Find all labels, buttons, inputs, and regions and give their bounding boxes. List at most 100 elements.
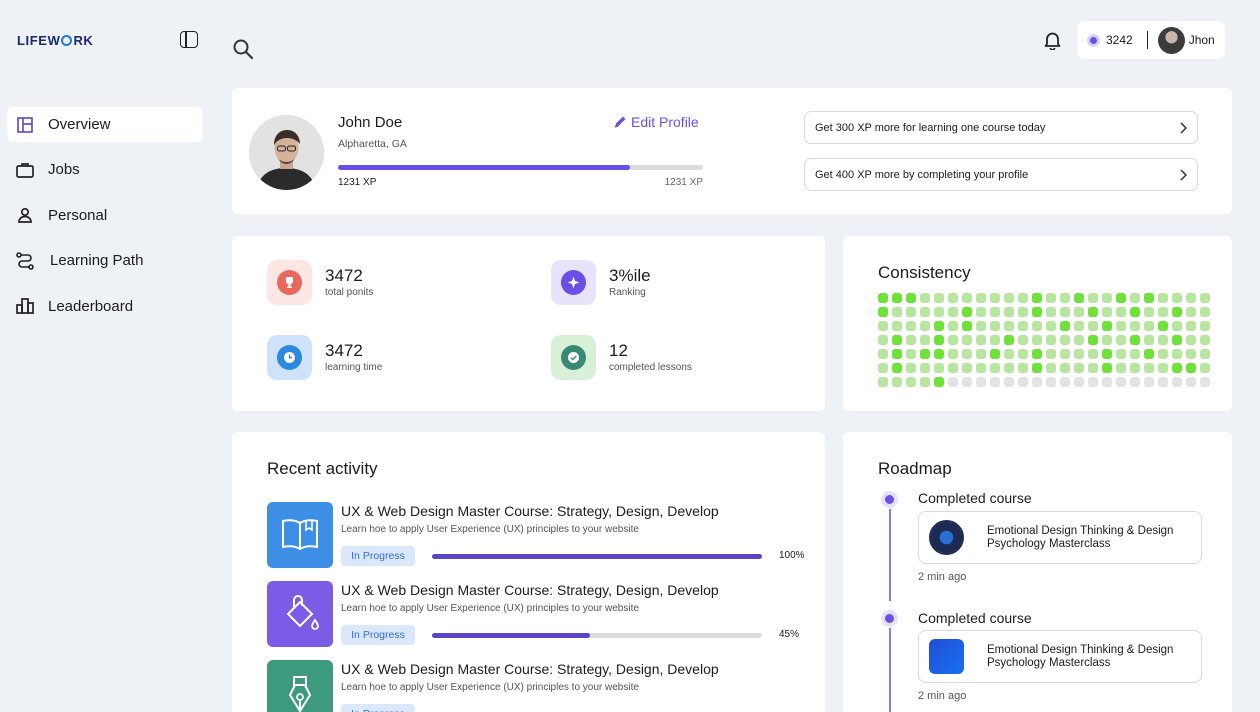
heatmap-cell (906, 349, 916, 359)
heatmap-cell (892, 293, 902, 303)
activity-item[interactable]: UX & Web Design Master Course: Strategy,… (267, 581, 807, 647)
roadmap-course-card[interactable]: Emotional Design Thinking & Design Psych… (918, 511, 1202, 564)
heatmap-cell (1004, 321, 1014, 331)
sidebar-item-label: Overview (48, 116, 111, 133)
heatmap-cell (1130, 321, 1140, 331)
heatmap-cell (892, 321, 902, 331)
heatmap-cell (962, 335, 972, 345)
stat-learning-time: 3472 learning time (267, 335, 382, 380)
heatmap-cell (1116, 307, 1126, 317)
heatmap-cell (1032, 363, 1042, 373)
heatmap-cell (906, 293, 916, 303)
heatmap-cell (920, 349, 930, 359)
pen-nib-icon (267, 660, 333, 712)
heatmap-cell (990, 307, 1000, 317)
sidebar-item-jobs[interactable]: Jobs (7, 152, 203, 187)
sidebar-item-overview[interactable]: Overview (7, 107, 203, 142)
heatmap-cell (962, 307, 972, 317)
heatmap-cell (1130, 377, 1140, 387)
stat-value: 3472 (325, 266, 363, 285)
heatmap-cell (1046, 307, 1056, 317)
heatmap-cell (1032, 321, 1042, 331)
heatmap-cell (1032, 293, 1042, 303)
user-menu[interactable]: 3242 Jhon (1077, 21, 1225, 59)
heatmap-cell (976, 363, 986, 373)
edit-profile-button[interactable]: Edit Profile (613, 114, 699, 130)
xp-hint-course[interactable]: Get 300 XP more for learning one course … (804, 111, 1198, 144)
heatmap-cell (906, 307, 916, 317)
stat-value: 3%ile (609, 266, 651, 285)
heatmap-cell (1032, 377, 1042, 387)
heatmap-cell (1158, 335, 1168, 345)
heatmap-cell (1144, 293, 1154, 303)
heatmap-cell (1172, 307, 1182, 317)
heatmap-cell (976, 335, 986, 345)
heatmap-cell (1088, 363, 1098, 373)
app-logo[interactable]: LIFEW RK (17, 33, 93, 48)
heatmap-cell (1018, 363, 1028, 373)
sidebar-item-personal[interactable]: Personal (7, 198, 203, 233)
divider (1146, 31, 1148, 49)
sparkle-icon (551, 260, 596, 305)
heatmap-cell (1060, 307, 1070, 317)
heatmap-cell (1144, 307, 1154, 317)
chevron-right-icon (1180, 122, 1187, 134)
activity-percent: 100% (779, 550, 805, 561)
heatmap-cell (934, 349, 944, 359)
chevron-right-icon (1180, 169, 1187, 181)
clock-icon (267, 335, 312, 380)
heatmap-cell (1018, 377, 1028, 387)
heatmap-cell (948, 293, 958, 303)
profile-avatar (249, 115, 324, 190)
heatmap-cell (1102, 335, 1112, 345)
heatmap-cell (892, 363, 902, 373)
heatmap-cell (920, 321, 930, 331)
heatmap-cell (990, 377, 1000, 387)
heatmap-cell (990, 293, 1000, 303)
avatar (1157, 26, 1185, 54)
activity-title: UX & Web Design Master Course: Strategy,… (341, 661, 719, 677)
heatmap-cell (1060, 363, 1070, 373)
heatmap-cell (962, 349, 972, 359)
roadmap-course-card[interactable]: Emotional Design Thinking & Design Psych… (918, 630, 1202, 683)
activity-progress-bar (432, 633, 762, 638)
activity-item[interactable]: UX & Web Design Master Course: Strategy,… (267, 502, 807, 568)
heatmap-cell (1158, 293, 1168, 303)
stat-ranking: 3%ile Ranking (551, 260, 651, 305)
consistency-title: Consistency (878, 263, 971, 282)
check-badge-icon (551, 335, 596, 380)
heatmap-cell (948, 363, 958, 373)
sidebar-item-leaderboard[interactable]: Leaderboard (7, 289, 203, 324)
heatmap-cell (1004, 377, 1014, 387)
sidebar-item-learning-path[interactable]: Learning Path (7, 243, 203, 278)
heatmap-cell (962, 293, 972, 303)
activity-item[interactable]: UX & Web Design Master Course: Strategy,… (267, 660, 807, 712)
heatmap-cell (1004, 363, 1014, 373)
heatmap-cell (892, 349, 902, 359)
roadmap-time: 2 min ago (918, 690, 967, 702)
heatmap-cell (906, 335, 916, 345)
book-icon (267, 502, 333, 568)
roadmap-course-title: Emotional Design Thinking & Design Psych… (987, 524, 1174, 550)
heatmap-cell (1046, 349, 1056, 359)
sidebar-item-label: Learning Path (50, 252, 144, 270)
stat-value: 12 (609, 341, 628, 360)
logo-o-icon (61, 35, 73, 46)
heatmap-cell (1158, 307, 1168, 317)
heatmap-cell (1060, 335, 1070, 345)
sidebar-toggle-icon[interactable] (180, 31, 198, 48)
heatmap-cell (892, 307, 902, 317)
search-icon[interactable] (232, 38, 254, 60)
heatmap-cell (920, 377, 930, 387)
roadmap-step-heading: Completed course (918, 610, 1032, 626)
heatmap-cell (976, 293, 986, 303)
heatmap-cell (1200, 363, 1210, 373)
heatmap-cell (1172, 349, 1182, 359)
heatmap-cell (1186, 363, 1196, 373)
activity-title: UX & Web Design Master Course: Strategy,… (341, 582, 719, 598)
xp-hint-profile[interactable]: Get 400 XP more by completing your profi… (804, 158, 1198, 191)
heatmap-cell (1102, 307, 1112, 317)
sidebar-item-label: Leaderboard (48, 297, 134, 315)
bell-icon[interactable] (1043, 30, 1062, 50)
activity-progress-fill (432, 554, 762, 559)
